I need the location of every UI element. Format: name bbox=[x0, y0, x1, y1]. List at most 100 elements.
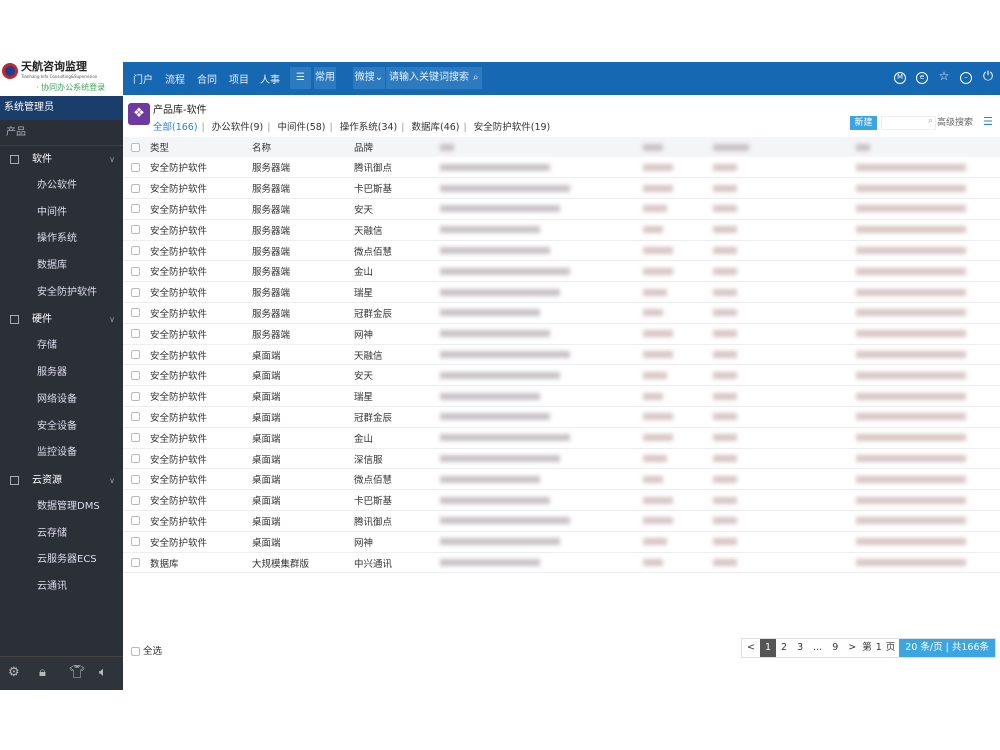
sidebar-item-middleware[interactable]: 中间件 bbox=[37, 206, 67, 218]
lock-icon[interactable]: 🔒︎ bbox=[39, 665, 46, 680]
filter-os[interactable]: 操作系统(34) bbox=[339, 122, 398, 133]
sidebar-item-security-software[interactable]: 安全防护软件 bbox=[37, 286, 97, 298]
filter-database[interactable]: 数据库(46) bbox=[411, 122, 460, 133]
sidebar-group-hardware[interactable]: 硬件 ∨ bbox=[0, 306, 123, 333]
row-checkbox[interactable] bbox=[131, 391, 140, 401]
table-row[interactable]: 安全防护软件 桌面端 网神 bbox=[123, 531, 1000, 553]
sidebar-item-server[interactable]: 服务器 bbox=[37, 367, 67, 379]
row-checkbox[interactable] bbox=[131, 537, 140, 547]
sidebar-item-storage[interactable]: 存储 bbox=[37, 340, 57, 352]
table-row[interactable]: 安全防护软件 服务器端 冠群金辰 bbox=[123, 302, 1000, 324]
table-row[interactable]: 安全防护软件 桌面端 卡巴斯基 bbox=[123, 489, 1000, 512]
row-checkbox[interactable] bbox=[131, 350, 140, 360]
minus-circle-icon[interactable]: – bbox=[960, 72, 972, 84]
row-checkbox[interactable] bbox=[131, 329, 140, 339]
table-row[interactable]: 安全防护软件 服务器端 微点佰慧 bbox=[123, 240, 1000, 262]
page-2[interactable]: 2 bbox=[781, 642, 788, 653]
table-row[interactable]: 安全防护软件 桌面端 深信服 bbox=[123, 448, 1000, 470]
speaker-icon[interactable]: 🔈︎ bbox=[99, 665, 107, 680]
sidebar-item-os[interactable]: 操作系统 bbox=[37, 233, 77, 245]
table-row[interactable]: 安全防护软件 服务器端 天融信 bbox=[123, 219, 1000, 241]
page-size-info[interactable]: 20 条/页 | 共166条 bbox=[899, 639, 995, 657]
sidebar-item-network[interactable]: 网络设备 bbox=[37, 393, 77, 405]
e-circle-icon[interactable]: e bbox=[916, 72, 928, 84]
table-row[interactable]: 安全防护软件 桌面端 瑞星 bbox=[123, 385, 1000, 408]
col-brand[interactable]: 品牌 bbox=[354, 137, 440, 157]
search-icon[interactable]: ⌕ bbox=[473, 72, 479, 83]
nav-project[interactable]: 项目 bbox=[229, 75, 249, 86]
header-checkbox[interactable] bbox=[131, 142, 140, 152]
sidebar-item-cloud-storage[interactable]: 云存储 bbox=[37, 527, 67, 539]
sidebar-item-monitor[interactable]: 监控设备 bbox=[37, 447, 77, 459]
sidebar-item-ecs[interactable]: 云服务器ECS bbox=[37, 554, 97, 566]
nav-contract[interactable]: 合同 bbox=[197, 75, 217, 86]
table-row[interactable]: 安全防护软件 桌面端 冠群金辰 bbox=[123, 406, 1000, 428]
next-page-button[interactable]: > bbox=[848, 642, 857, 653]
page-9[interactable]: 9 bbox=[832, 642, 839, 653]
nav-workflow[interactable]: 流程 bbox=[165, 75, 185, 86]
sidebar-item-security-device[interactable]: 安全设备 bbox=[37, 420, 77, 432]
sidebar-group-cloud[interactable]: 云资源 ∨ bbox=[0, 467, 123, 494]
table-row[interactable]: 安全防护软件 桌面端 腾讯御点 bbox=[123, 510, 1000, 532]
row-checkbox[interactable] bbox=[131, 246, 140, 256]
shirt-icon[interactable]: 👕︎ bbox=[69, 665, 86, 680]
row-checkbox[interactable] bbox=[131, 308, 140, 318]
table-row[interactable]: 安全防护软件 服务器端 安天 bbox=[123, 198, 1000, 220]
table-search-input[interactable]: ⌕ bbox=[881, 116, 936, 130]
row-checkbox[interactable] bbox=[131, 162, 140, 172]
page-1[interactable]: 1 bbox=[760, 639, 777, 657]
table-row[interactable]: 安全防护软件 桌面端 金山 bbox=[123, 427, 1000, 449]
row-checkbox[interactable] bbox=[131, 433, 140, 443]
row-checkbox[interactable] bbox=[131, 225, 140, 235]
row-checkbox[interactable] bbox=[131, 204, 140, 214]
search-input[interactable]: 请输入关键词搜索 ⌕ bbox=[386, 67, 482, 89]
search-icon[interactable]: ⌕ bbox=[927, 116, 933, 126]
sidebar-item-cloud-comm[interactable]: 云通讯 bbox=[37, 580, 67, 592]
common-button[interactable]: 常用 bbox=[314, 67, 336, 89]
row-checkbox[interactable] bbox=[131, 266, 140, 276]
table-row[interactable]: 安全防护软件 服务器端 网神 bbox=[123, 323, 1000, 345]
table-row[interactable]: 安全防护软件 服务器端 卡巴斯基 bbox=[123, 177, 1000, 200]
new-button[interactable]: 新建 bbox=[850, 116, 877, 130]
prev-page-button[interactable]: < bbox=[747, 642, 755, 653]
table-row[interactable]: 数据库 大规模集群版 中兴通讯 bbox=[123, 552, 1000, 574]
row-checkbox[interactable] bbox=[131, 412, 140, 422]
col-type[interactable]: 类型 bbox=[150, 137, 252, 157]
select-all-checkbox[interactable] bbox=[131, 647, 140, 656]
row-checkbox[interactable] bbox=[131, 287, 140, 297]
advanced-search-button[interactable]: 高级搜索 bbox=[937, 118, 974, 128]
sidebar-item-dms[interactable]: 数据管理DMS bbox=[37, 500, 100, 512]
star-icon[interactable]: ☆ bbox=[938, 69, 950, 83]
nav-portal[interactable]: 门户 bbox=[133, 75, 153, 86]
list-view-icon[interactable]: ☰ bbox=[983, 115, 993, 128]
table-row[interactable]: 安全防护软件 桌面端 天融信 bbox=[123, 344, 1000, 366]
goto-page-input[interactable]: 1 bbox=[875, 642, 882, 653]
table-row[interactable]: 安全防护软件 服务器端 腾讯御点 bbox=[123, 157, 1000, 179]
select-all[interactable]: 全选 bbox=[131, 643, 162, 657]
table-row[interactable]: 安全防护软件 服务器端 金山 bbox=[123, 260, 1000, 283]
row-checkbox[interactable] bbox=[131, 183, 140, 193]
sidebar-group-software[interactable]: 软件 ∨ bbox=[0, 146, 123, 173]
power-icon[interactable]: ⏻ bbox=[982, 69, 994, 84]
table-row[interactable]: 安全防护软件 服务器端 瑞星 bbox=[123, 281, 1000, 304]
page-3[interactable]: 3 bbox=[797, 642, 804, 653]
col-name[interactable]: 名称 bbox=[252, 137, 354, 157]
row-checkbox[interactable] bbox=[131, 454, 140, 464]
table-row[interactable]: 安全防护软件 桌面端 安天 bbox=[123, 364, 1000, 387]
row-checkbox[interactable] bbox=[131, 370, 140, 380]
m-circle-icon[interactable]: M bbox=[894, 72, 906, 84]
filter-office[interactable]: 办公软件(9) bbox=[211, 122, 264, 133]
filter-security[interactable]: 安全防护软件(19) bbox=[473, 122, 551, 133]
row-checkbox[interactable] bbox=[131, 474, 140, 484]
settings-icon[interactable]: ⚙ bbox=[8, 665, 20, 680]
sidebar-item-database[interactable]: 数据库 bbox=[37, 260, 67, 272]
filter-all[interactable]: 全部(166) bbox=[153, 122, 198, 133]
row-checkbox[interactable] bbox=[131, 516, 140, 526]
nav-hr[interactable]: 人事 bbox=[260, 75, 280, 86]
sidebar-item-office[interactable]: 办公软件 bbox=[37, 180, 77, 191]
row-checkbox[interactable] bbox=[131, 558, 140, 568]
menu-icon[interactable]: ☰ bbox=[290, 67, 311, 89]
filter-middleware[interactable]: 中间件(58) bbox=[277, 122, 326, 133]
row-checkbox[interactable] bbox=[131, 495, 140, 505]
search-scope-dropdown[interactable]: 微搜⌄ bbox=[353, 67, 385, 89]
